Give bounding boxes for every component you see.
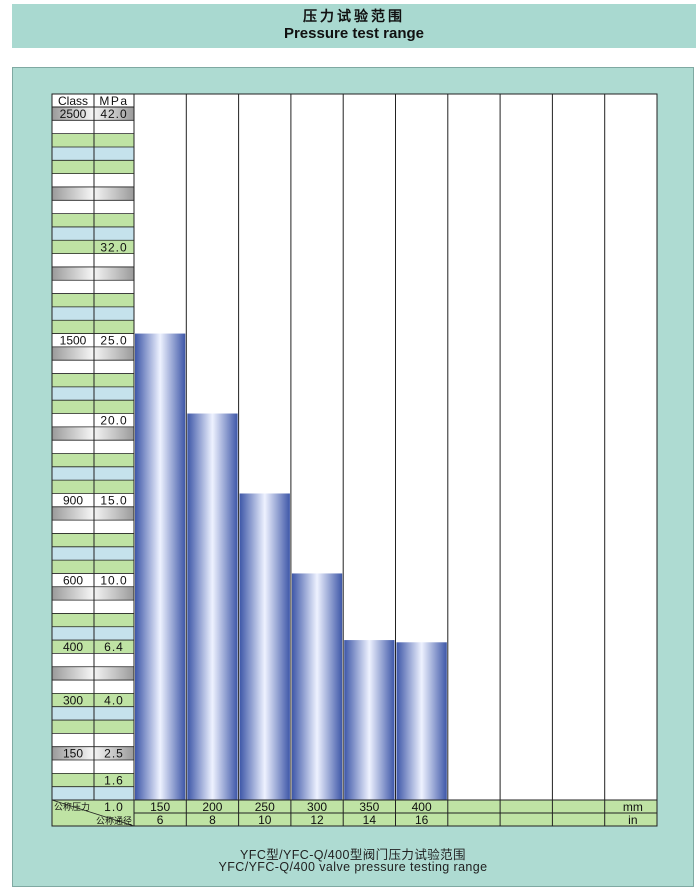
tick-class-300: 300 (63, 693, 83, 707)
tick-class-1500: 1500 (60, 334, 87, 348)
x-label-mm-250: 250 (255, 800, 275, 814)
x-label-mm-350: 350 (359, 800, 379, 814)
axis-band-cell (52, 240, 134, 254)
corner-band (52, 800, 134, 813)
page-title-english: Pressure test range (283, 25, 425, 42)
axis-band-cell (52, 560, 134, 574)
axis-band-cell (52, 640, 134, 654)
axis-band-cell (52, 586, 134, 601)
axis-band-cell (52, 146, 134, 161)
x-label-mm-200: 200 (202, 800, 222, 814)
axis-band-cell (52, 266, 134, 281)
bar-250 (239, 493, 290, 800)
axis-band-cell (52, 293, 134, 307)
bar-400 (396, 642, 447, 800)
tick-class-400: 400 (63, 640, 83, 654)
y-header-class: Class (58, 94, 88, 108)
axis-band-cell (52, 533, 134, 547)
axis-band-cell (52, 346, 134, 361)
row-label-nominal-pressure: 公称压力 (54, 801, 90, 813)
axis-band-cell (52, 160, 134, 174)
axis-band-cell (52, 133, 134, 147)
tick-mpa-32.0: 32.0 (100, 240, 127, 254)
axis-band-cell (52, 506, 134, 521)
axis-band-cell (52, 480, 134, 494)
caption-english: YFC/YFC-Q/400 valve pressure testing ran… (218, 860, 488, 874)
axis-band-cell (52, 706, 134, 721)
tick-class-600: 600 (63, 573, 83, 587)
axis-band-cell (52, 400, 134, 414)
page-title-chinese: 压力试验范围 (303, 9, 405, 25)
x-label-in-12: 12 (310, 813, 324, 827)
tick-mpa-6.4: 6.4 (104, 640, 124, 654)
x-label-in-8: 8 (209, 813, 216, 827)
axis-band-cell (52, 306, 134, 321)
bar-300 (291, 573, 343, 800)
bar-200 (187, 413, 238, 800)
x-label-in-10: 10 (258, 813, 272, 827)
axis-band-cell (52, 666, 134, 681)
tick-class-150: 150 (63, 747, 83, 761)
x-label-mm-150: 150 (150, 800, 170, 814)
axis-band-cell (52, 453, 134, 467)
axis-band-cell (52, 693, 134, 707)
x-label-mm-300: 300 (307, 800, 327, 814)
axis-band-cell (52, 320, 134, 334)
tick-mpa-15.0: 15.0 (100, 493, 127, 507)
axis-band-cell (52, 186, 134, 201)
bar-350 (344, 640, 395, 800)
x-label-in-6: 6 (157, 813, 164, 827)
y-header-mpa: MPa (99, 94, 128, 108)
x-label-in-16: 16 (415, 813, 429, 827)
tick-class-900: 900 (63, 493, 83, 507)
tick-mpa-2.5: 2.5 (104, 747, 124, 761)
axis-band-cell (52, 426, 134, 441)
axis-band-cell (52, 613, 134, 627)
tick-mpa-4.0: 4.0 (104, 693, 124, 707)
tick-mpa-1.0: 1.0 (104, 800, 124, 814)
in-row-band (52, 813, 657, 826)
axis-band-cell (52, 386, 134, 401)
axis-band-cell (52, 626, 134, 641)
axis-band-cell (52, 107, 134, 121)
axis-band-cell (52, 786, 134, 800)
tick-mpa-1.6: 1.6 (104, 773, 124, 787)
axis-band-cell (52, 226, 134, 241)
tick-class-2500: 2500 (60, 107, 87, 121)
unit-in: in (628, 813, 637, 827)
caption-chinese: YFC型/YFC-Q/400型阀门压力试验范围 (240, 848, 466, 862)
tick-mpa-20.0: 20.0 (100, 414, 127, 428)
x-label-in-14: 14 (363, 813, 377, 827)
corner-diagonal (51, 799, 135, 827)
tick-mpa-25.0: 25.0 (100, 334, 127, 348)
axis-band-cell (52, 546, 134, 561)
axis-band-cell (52, 213, 134, 227)
axis-band-cell (52, 720, 134, 734)
axis-band-cell (52, 773, 134, 787)
axis-band-cell (52, 373, 134, 387)
tick-mpa-10.0: 10.0 (100, 573, 127, 587)
axis-band-cell (52, 746, 134, 761)
unit-mm: mm (623, 800, 643, 814)
bar-150 (135, 333, 186, 800)
row-label-nominal-diameter: 公称通径 (96, 815, 132, 827)
x-label-mm-400: 400 (412, 800, 432, 814)
axis-band-cell (52, 466, 134, 481)
title-bar: 压力试验范围 Pressure test range (12, 4, 696, 48)
tick-mpa-42.0: 42.0 (100, 107, 127, 121)
